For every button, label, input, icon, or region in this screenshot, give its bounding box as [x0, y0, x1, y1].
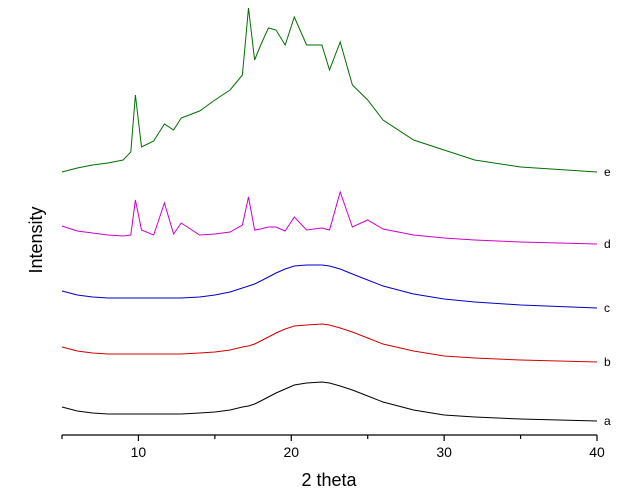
series-label: c [604, 301, 610, 315]
series-line [61, 190, 598, 245]
x-tick-label: 20 [283, 444, 299, 460]
series-label: a [604, 414, 611, 428]
y-axis-title: Intensity [26, 206, 46, 273]
series-line [61, 323, 598, 363]
series-label: e [604, 165, 611, 179]
series-line [61, 7, 598, 173]
x-axis-title: 2 theta [301, 470, 357, 490]
series-line [61, 264, 598, 309]
series-line [61, 381, 598, 422]
x-tick-label: 10 [131, 444, 147, 460]
x-tick-label: 40 [589, 444, 605, 460]
series-label: b [604, 355, 611, 369]
x-tick-label: 30 [436, 444, 452, 460]
series-label: d [604, 237, 611, 251]
